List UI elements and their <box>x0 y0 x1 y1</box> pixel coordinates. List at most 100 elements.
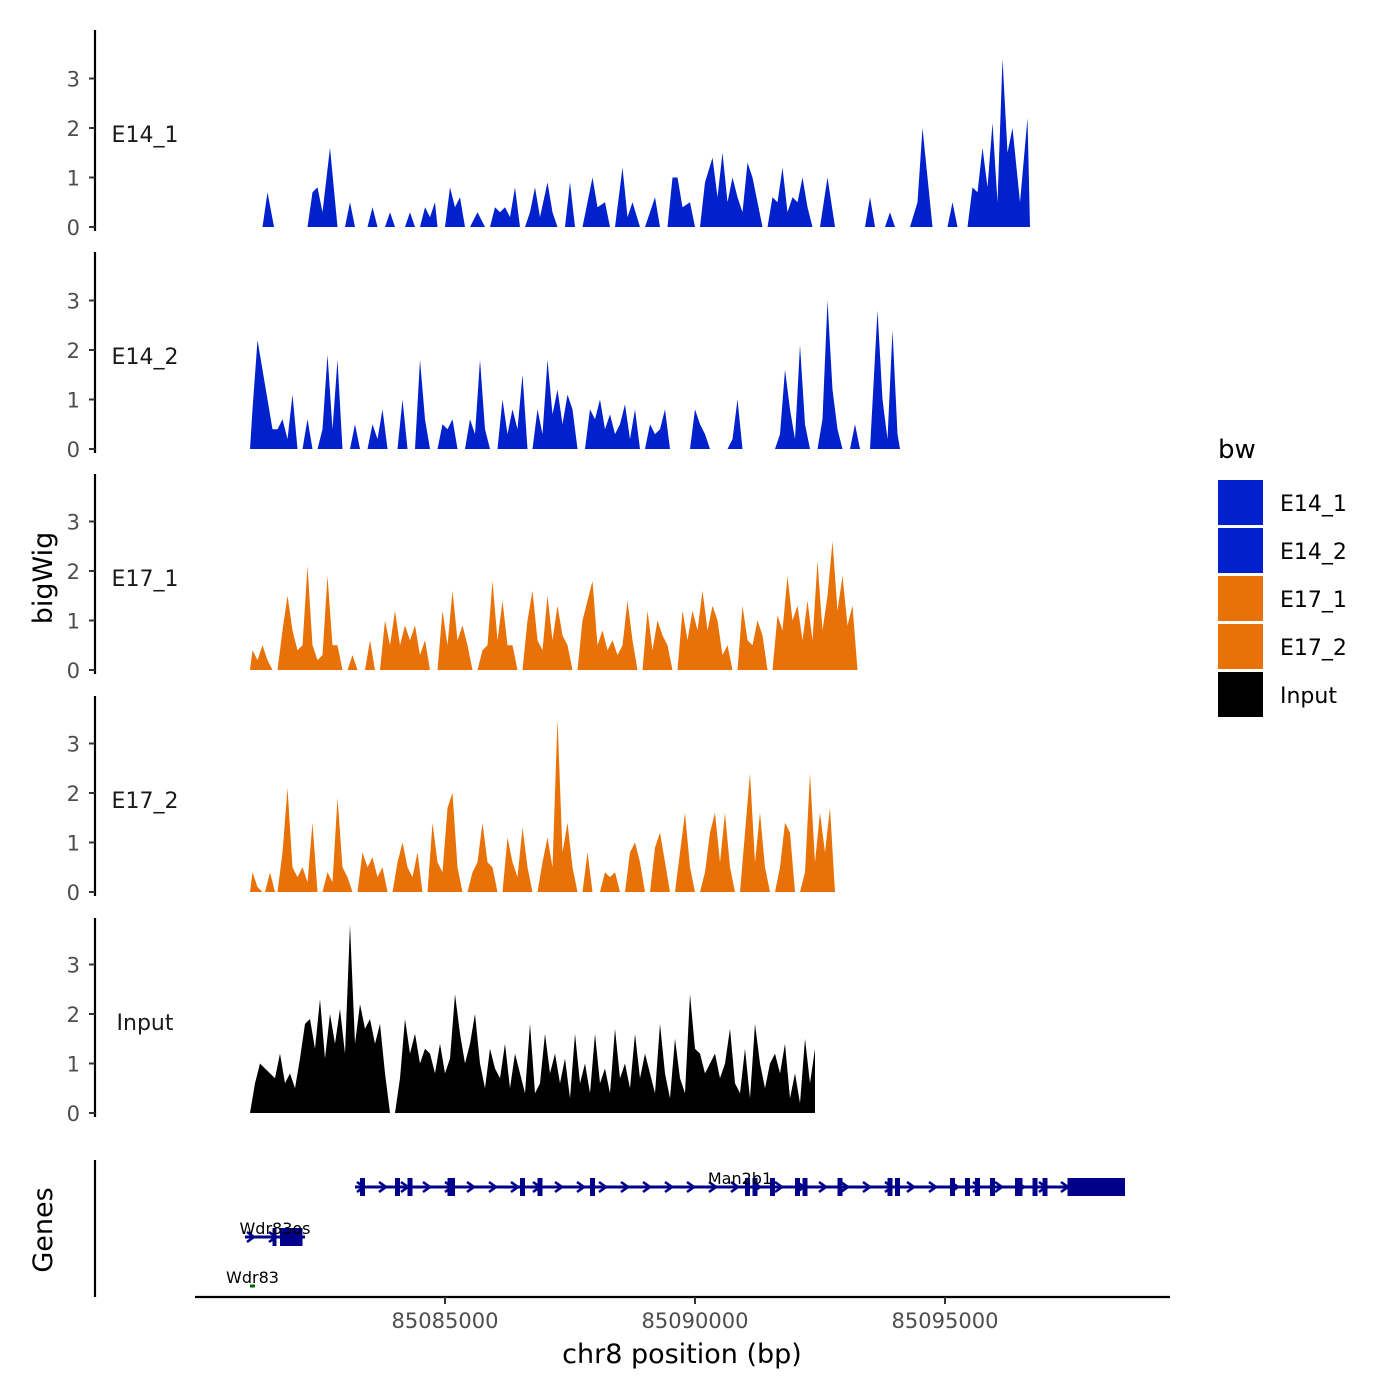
strand-arrow <box>598 1180 609 1194</box>
coverage-area <box>277 566 343 670</box>
exon <box>280 1228 303 1246</box>
strand-arrow <box>730 1180 741 1194</box>
strand-arrow <box>906 1180 917 1194</box>
track-label: E17_2 <box>112 789 179 814</box>
y-tick-label: 3 <box>67 68 80 92</box>
strand-arrow <box>928 1180 939 1194</box>
coverage-area <box>775 345 810 449</box>
exon <box>895 1178 900 1196</box>
track-label: Input <box>117 1011 174 1036</box>
coverage-area <box>775 822 795 892</box>
y-tick-label: 2 <box>67 560 80 584</box>
strand-arrow <box>774 1180 785 1194</box>
coverage-area <box>677 590 733 670</box>
coverage-area <box>667 177 695 227</box>
strand-arrow <box>708 1180 719 1194</box>
track-label: E17_1 <box>112 567 179 592</box>
x-axis-ticks: 85085000 85090000 85095000 <box>392 1297 999 1333</box>
coverage-area <box>465 359 490 449</box>
coverage-area <box>437 419 458 449</box>
coverage-area <box>772 541 858 670</box>
legend-key <box>1218 576 1263 621</box>
exon <box>590 1178 595 1196</box>
coverage-area <box>525 182 558 227</box>
coverage-area <box>585 399 640 449</box>
coverage-area <box>367 207 378 227</box>
y-tick-label: 2 <box>67 117 80 141</box>
x-tick-label: 85095000 <box>892 1309 999 1333</box>
strand-arrow <box>994 1180 1005 1194</box>
coverage-area <box>385 212 395 227</box>
strand-arrow <box>422 1180 433 1194</box>
coverage-area <box>565 182 575 227</box>
coverage-area <box>367 409 388 449</box>
coverage-area <box>262 192 274 227</box>
exon <box>395 1178 400 1196</box>
coverage-area <box>345 202 355 227</box>
coverage-area <box>470 212 485 227</box>
exon <box>360 1178 365 1196</box>
coverage-area <box>365 640 375 670</box>
coverage-area <box>737 605 768 670</box>
gene-Wdr83: Wdr83 <box>226 1268 279 1288</box>
coverage-area <box>265 872 275 892</box>
exon <box>1015 1178 1023 1196</box>
coverage-area <box>700 812 735 892</box>
strand-arrow <box>488 1180 499 1194</box>
coverage-area <box>967 58 1030 228</box>
exon <box>837 1178 843 1196</box>
coverage-area <box>727 399 743 449</box>
y-tick-label: 3 <box>67 733 80 757</box>
strand-arrow <box>246 1230 257 1244</box>
coverage-area <box>740 773 770 892</box>
strand-arrow <box>554 1180 565 1194</box>
coverage-area <box>250 645 273 670</box>
exon <box>975 1178 980 1196</box>
y-axis-title-bigwig: bigWig <box>28 532 59 625</box>
gene-label: Wdr83 <box>226 1268 279 1287</box>
y-tick-label: 1 <box>67 167 80 191</box>
track-E17_2: 0 1 2 3 E17_2 <box>67 696 835 905</box>
y-tick-label: 0 <box>67 659 80 683</box>
y-tick-label: 2 <box>67 782 80 806</box>
exon <box>537 1178 543 1196</box>
gene-Man2b1: Man2b1 <box>355 1169 1125 1196</box>
coverage-area <box>415 359 430 449</box>
track-E14_2: 0 1 2 3 E14_2 <box>67 252 900 462</box>
coverage-area <box>767 167 813 227</box>
coverage-area <box>690 409 710 449</box>
strand-arrow <box>466 1180 477 1194</box>
exon <box>802 1178 808 1196</box>
exon <box>447 1178 455 1196</box>
gene-label: Wdr83os <box>239 1219 310 1238</box>
y-tick-label: 2 <box>67 1003 80 1027</box>
legend-label: E17_1 <box>1280 588 1347 613</box>
coverage-area <box>850 424 860 449</box>
coverage-area <box>357 852 388 892</box>
exon <box>1032 1178 1038 1196</box>
coverage-area <box>380 610 430 670</box>
coverage-area <box>522 590 573 670</box>
y-tick-label: 3 <box>67 954 80 978</box>
track-Input: 0 1 2 3 Input <box>67 918 815 1126</box>
track-label: E14_1 <box>112 123 179 148</box>
strand-arrow <box>620 1180 631 1194</box>
y-tick-label: 3 <box>67 290 80 314</box>
coverage-area <box>307 147 338 227</box>
exon <box>950 1178 955 1196</box>
track-E14_1: 0 1 2 3 E14_1 <box>67 30 1030 240</box>
legend-key <box>1218 672 1263 717</box>
y-axis-title-genes: Genes <box>28 1187 59 1272</box>
coverage-area <box>250 872 263 892</box>
exon <box>795 1178 800 1196</box>
coverage-area <box>645 409 670 449</box>
coverage-area <box>947 202 958 227</box>
coverage-area <box>437 590 473 670</box>
coverage-area <box>497 374 528 449</box>
x-tick-label: 85085000 <box>392 1309 499 1333</box>
coverage-area <box>800 773 835 892</box>
legend-key <box>1218 480 1263 525</box>
y-tick-label: 0 <box>67 216 80 240</box>
exon <box>1067 1178 1125 1196</box>
